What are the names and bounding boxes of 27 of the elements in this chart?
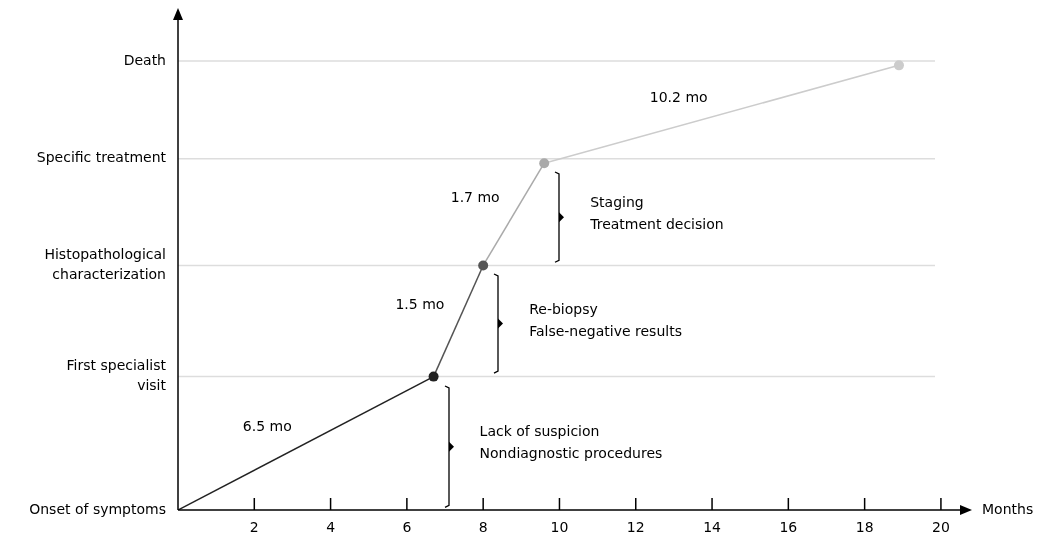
x-tick-label: 18 — [855, 519, 874, 536]
ref-line-label: Histopathological characterization — [44, 246, 166, 283]
point — [428, 371, 439, 382]
x-tick-label: 8 — [478, 519, 488, 536]
x-tick-label: 2 — [249, 519, 259, 536]
x-tick-label: 12 — [626, 519, 645, 536]
point — [893, 60, 904, 71]
annotation: 1.5 mo — [395, 295, 445, 312]
annotation: Onset of symptoms — [29, 500, 166, 517]
point — [478, 260, 489, 271]
annotation: 1.7 mo — [450, 188, 500, 205]
x-tick-label: 10 — [550, 519, 569, 536]
annotation: 6.5 mo — [242, 417, 292, 434]
x-axis-title: Months — [982, 500, 1034, 517]
ref-line-label: First specialist visit — [66, 357, 167, 394]
annotation: Staging Treatment decision — [589, 193, 724, 232]
annotation: 10.2 mo — [649, 88, 708, 105]
x-tick-label: 20 — [932, 519, 950, 536]
point — [539, 158, 550, 169]
x-tick-label: 14 — [703, 519, 722, 536]
ref-line-label: Specific treatment — [36, 149, 167, 166]
x-tick-label: 16 — [779, 519, 798, 536]
x-tick-label: 4 — [326, 519, 336, 536]
ref-line-label: Death — [123, 51, 166, 68]
x-tick-label: 6 — [402, 519, 412, 536]
annotation: Re-biopsy False-negative results — [529, 300, 682, 339]
annotation: Lack of suspicion Nondiagnostic procedures — [479, 422, 663, 461]
